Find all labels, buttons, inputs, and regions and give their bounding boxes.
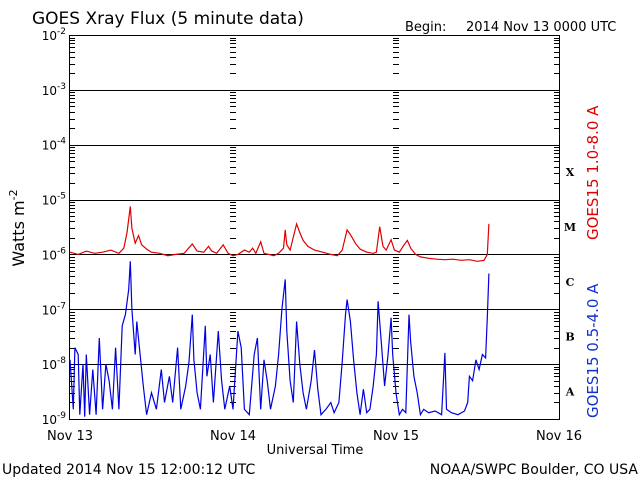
y-tick-label: 10-4 bbox=[42, 137, 67, 153]
x-axis-label: Universal Time bbox=[267, 443, 364, 458]
series-line-short-wavelength bbox=[69, 261, 490, 417]
y-tick-label: 10-6 bbox=[42, 246, 67, 262]
y-axis-label: Watts m-2 bbox=[7, 189, 28, 266]
updated-timestamp: Updated 2014 Nov 15 12:00:12 UTC bbox=[2, 462, 255, 478]
flare-class-label: B bbox=[565, 331, 574, 344]
flare-class-label: A bbox=[565, 386, 575, 399]
y-tick-exp: -8 bbox=[57, 356, 66, 366]
flare-class-label: X bbox=[566, 166, 575, 179]
y-tick-exp: -9 bbox=[57, 411, 66, 421]
x-tick-label: Nov 16 bbox=[536, 429, 582, 444]
y-tick-label: 10-8 bbox=[42, 356, 67, 372]
credit-text: NOAA/SWPC Boulder, CO USA bbox=[430, 462, 639, 478]
y-tick-exp: -3 bbox=[57, 82, 66, 92]
y-tick-exp: -2 bbox=[57, 27, 66, 37]
y-tick-base: 10 bbox=[42, 413, 57, 427]
y-tick-base: 10 bbox=[42, 194, 57, 208]
x-tick-label: Nov 14 bbox=[210, 429, 256, 444]
y-tick-base: 10 bbox=[42, 29, 57, 43]
y-tick-label: 10-9 bbox=[42, 411, 67, 427]
y-tick-base: 10 bbox=[42, 84, 57, 98]
y-axis-label-exp: -2 bbox=[7, 189, 20, 200]
begin-value: 2014 Nov 13 0000 UTC bbox=[466, 20, 616, 35]
x-tick-label: Nov 15 bbox=[373, 429, 419, 444]
y-tick-exp: -6 bbox=[57, 246, 66, 256]
y-tick-base: 10 bbox=[42, 303, 57, 317]
flare-class-label: C bbox=[566, 276, 575, 289]
legend-short-wavelength: GOES15 0.5-4.0 A bbox=[584, 283, 602, 418]
y-tick-label: 10-2 bbox=[42, 27, 66, 43]
plot-area bbox=[69, 35, 560, 420]
flare-class-label: M bbox=[564, 221, 576, 234]
y-tick-exp: -5 bbox=[57, 192, 66, 202]
y-tick-label: 10-5 bbox=[42, 192, 66, 208]
y-tick-label: 10-3 bbox=[42, 82, 66, 98]
x-tick-label: Nov 13 bbox=[47, 429, 93, 444]
chart-title: GOES Xray Flux (5 minute data) bbox=[32, 9, 304, 29]
y-tick-base: 10 bbox=[42, 139, 57, 153]
y-tick-base: 10 bbox=[42, 358, 57, 372]
series-line-long-wavelength bbox=[69, 206, 490, 262]
legend-long-wavelength: GOES15 1.0-8.0 A bbox=[584, 105, 602, 240]
y-tick-exp: -4 bbox=[57, 137, 66, 147]
flare-class-labels: A B C M X bbox=[564, 166, 576, 398]
x-tick-labels: Nov 13 Nov 14 Nov 15 Nov 16 bbox=[47, 429, 582, 444]
y-axis-label-base: Watts m bbox=[9, 200, 28, 266]
begin-label: Begin: bbox=[405, 20, 446, 35]
y-tick-base: 10 bbox=[42, 248, 57, 262]
y-tick-labels: 10-910-810-710-610-510-410-310-2 bbox=[42, 27, 67, 427]
y-tick-exp: -7 bbox=[57, 301, 66, 311]
y-tick-label: 10-7 bbox=[42, 301, 66, 317]
